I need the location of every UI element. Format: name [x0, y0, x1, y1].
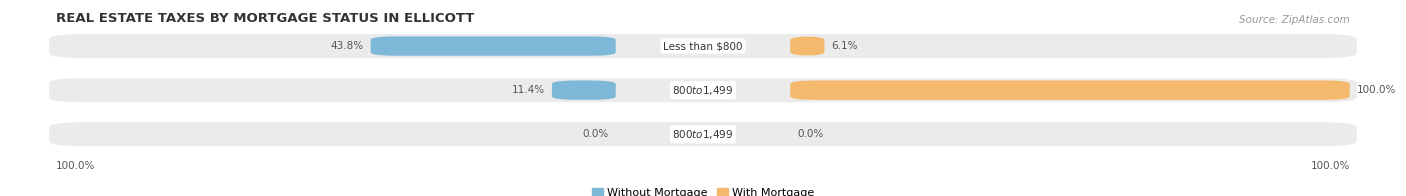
FancyBboxPatch shape — [49, 34, 1357, 58]
FancyBboxPatch shape — [49, 122, 1357, 146]
Text: Source: ZipAtlas.com: Source: ZipAtlas.com — [1239, 15, 1350, 25]
Text: 43.8%: 43.8% — [330, 41, 364, 51]
FancyBboxPatch shape — [371, 36, 616, 56]
Text: 0.0%: 0.0% — [797, 129, 824, 139]
Text: 100.0%: 100.0% — [56, 161, 96, 171]
Text: 11.4%: 11.4% — [512, 85, 546, 95]
Text: $800 to $1,499: $800 to $1,499 — [672, 84, 734, 97]
Text: 0.0%: 0.0% — [582, 129, 609, 139]
Text: Less than $800: Less than $800 — [664, 41, 742, 51]
Text: 6.1%: 6.1% — [831, 41, 858, 51]
FancyBboxPatch shape — [790, 81, 1350, 100]
FancyBboxPatch shape — [553, 81, 616, 100]
Text: 100.0%: 100.0% — [1357, 85, 1396, 95]
Text: REAL ESTATE TAXES BY MORTGAGE STATUS IN ELLICOTT: REAL ESTATE TAXES BY MORTGAGE STATUS IN … — [56, 13, 475, 25]
Text: 100.0%: 100.0% — [1310, 161, 1350, 171]
Text: $800 to $1,499: $800 to $1,499 — [672, 128, 734, 141]
FancyBboxPatch shape — [49, 78, 1357, 102]
FancyBboxPatch shape — [790, 36, 824, 56]
Legend: Without Mortgage, With Mortgage: Without Mortgage, With Mortgage — [592, 188, 814, 196]
